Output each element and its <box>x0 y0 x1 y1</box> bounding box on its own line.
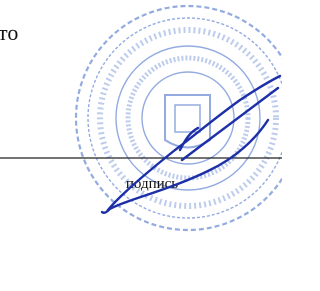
signature <box>102 76 280 213</box>
page: то подпись <box>0 0 282 291</box>
document-fragment: {"fragment": "то", "signature_caption": … <box>0 0 282 291</box>
fragment-text: то <box>0 20 18 45</box>
stamp <box>76 6 282 230</box>
